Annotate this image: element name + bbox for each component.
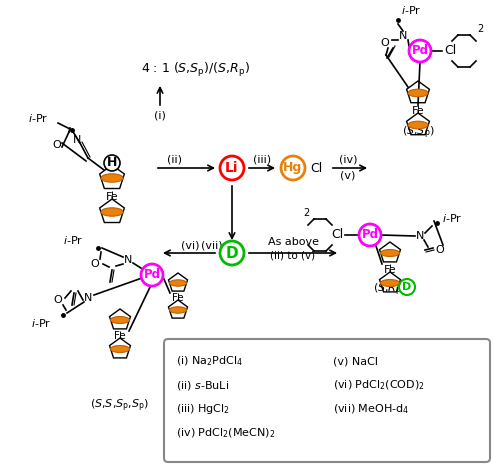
Text: H: H xyxy=(107,156,117,169)
Text: 2: 2 xyxy=(303,208,309,218)
Text: Fe: Fe xyxy=(412,106,424,116)
Circle shape xyxy=(409,40,431,62)
Text: Fe: Fe xyxy=(172,293,184,303)
Circle shape xyxy=(220,156,244,180)
Text: $i$-Pr: $i$-Pr xyxy=(62,234,83,246)
Circle shape xyxy=(359,224,381,246)
Text: (iii): (iii) xyxy=(253,155,271,165)
Text: (i) Na$_2$PdCl$_4$: (i) Na$_2$PdCl$_4$ xyxy=(176,354,243,368)
Text: (v) NaCl: (v) NaCl xyxy=(333,356,378,366)
Text: N: N xyxy=(416,231,424,241)
Text: O: O xyxy=(90,259,100,269)
Text: Fe: Fe xyxy=(384,265,396,275)
Text: $i$-Pr: $i$-Pr xyxy=(401,4,421,16)
Text: Pd: Pd xyxy=(362,228,378,241)
Text: (iv) PdCl$_2$(MeCN)$_2$: (iv) PdCl$_2$(MeCN)$_2$ xyxy=(176,426,276,440)
Text: (i): (i) xyxy=(154,111,166,121)
Text: 2: 2 xyxy=(477,24,483,34)
Text: D: D xyxy=(402,282,411,292)
Ellipse shape xyxy=(380,279,400,286)
Text: N: N xyxy=(73,135,81,145)
Text: As above: As above xyxy=(268,237,318,247)
Text: N: N xyxy=(399,31,407,41)
Text: O: O xyxy=(380,38,390,48)
Text: O: O xyxy=(436,245,444,255)
FancyBboxPatch shape xyxy=(164,339,490,462)
Ellipse shape xyxy=(408,89,428,97)
Text: Cl: Cl xyxy=(444,44,456,58)
Circle shape xyxy=(104,155,120,171)
Circle shape xyxy=(281,156,305,180)
Ellipse shape xyxy=(170,307,186,313)
Text: (v): (v) xyxy=(340,171,355,181)
Text: N: N xyxy=(124,255,132,265)
Ellipse shape xyxy=(408,121,428,129)
Text: Hg: Hg xyxy=(284,161,302,175)
Text: $i$-Pr: $i$-Pr xyxy=(442,212,462,224)
Text: Pd: Pd xyxy=(412,44,428,58)
Text: ($S$,$S_\mathrm{p}$): ($S$,$S_\mathrm{p}$) xyxy=(402,125,434,141)
Text: Cl: Cl xyxy=(310,161,322,175)
Text: Fe: Fe xyxy=(106,192,118,202)
Text: (ii) $s$-BuLi: (ii) $s$-BuLi xyxy=(176,379,229,392)
Text: D: D xyxy=(226,246,238,261)
Ellipse shape xyxy=(101,208,123,216)
Ellipse shape xyxy=(101,174,123,182)
Text: (vi): (vi) xyxy=(181,241,199,251)
Ellipse shape xyxy=(380,249,400,256)
Text: Li: Li xyxy=(225,161,239,175)
Text: (vi) PdCl$_2$(COD)$_2$: (vi) PdCl$_2$(COD)$_2$ xyxy=(333,378,425,392)
Text: $i$-Pr: $i$-Pr xyxy=(28,112,48,124)
Text: (iii) HgCl$_2$: (iii) HgCl$_2$ xyxy=(176,402,230,416)
Text: ($S$,$R_\mathrm{p}$): ($S$,$R_\mathrm{p}$) xyxy=(374,282,406,298)
Ellipse shape xyxy=(110,345,130,352)
Text: Fe: Fe xyxy=(114,331,126,341)
Circle shape xyxy=(141,264,163,286)
Text: O: O xyxy=(52,140,62,150)
Text: (ii) to (v): (ii) to (v) xyxy=(270,251,316,261)
Ellipse shape xyxy=(110,316,130,323)
Text: ($S$,$S$,$S_\mathrm{p}$,$S_\mathrm{p}$): ($S$,$S$,$S_\mathrm{p}$,$S_\mathrm{p}$) xyxy=(90,398,150,414)
Text: Cl: Cl xyxy=(331,228,343,241)
Text: Pd: Pd xyxy=(144,269,160,281)
Ellipse shape xyxy=(170,280,186,286)
Text: N: N xyxy=(84,293,92,303)
Text: (iv): (iv) xyxy=(339,155,357,165)
Text: 4 : 1 ($S$,$S_\mathrm{p}$)/($S$,$R_\mathrm{p}$): 4 : 1 ($S$,$S_\mathrm{p}$)/($S$,$R_\math… xyxy=(140,61,250,79)
Text: (ii): (ii) xyxy=(168,155,182,165)
Circle shape xyxy=(399,279,415,295)
Text: O: O xyxy=(54,295,62,305)
Circle shape xyxy=(220,241,244,265)
Text: (vii): (vii) xyxy=(201,241,223,251)
Text: (vii) MeOH-d$_4$: (vii) MeOH-d$_4$ xyxy=(333,402,409,416)
Text: $i$-Pr: $i$-Pr xyxy=(30,317,51,329)
